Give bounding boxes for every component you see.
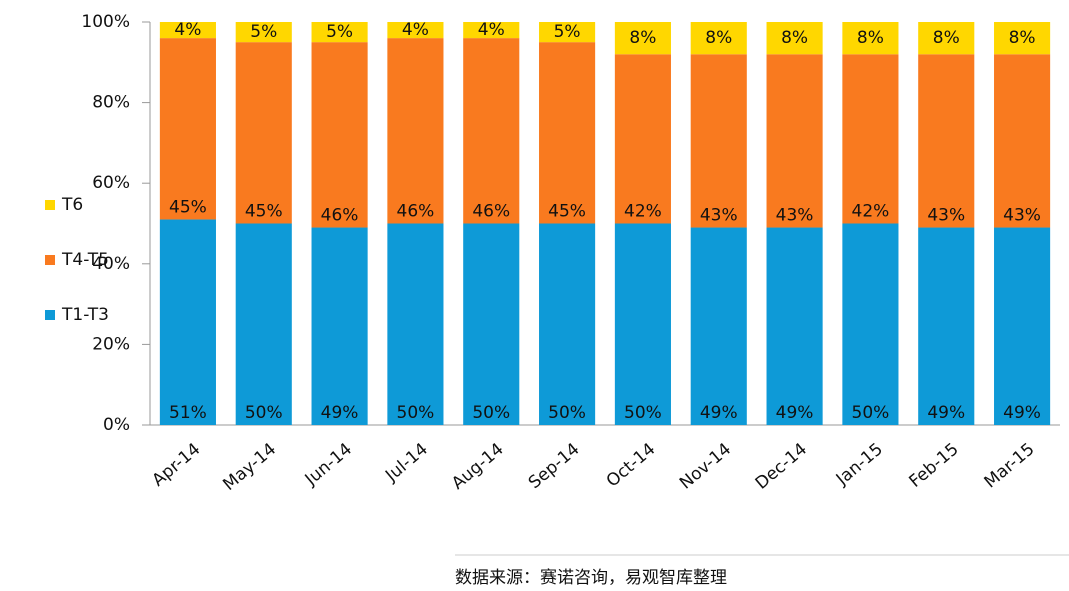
- data-label: 5%: [326, 22, 353, 42]
- data-label: 45%: [245, 202, 283, 222]
- x-tick-label: Apr-14: [149, 439, 205, 490]
- x-tick-label: Nov-14: [676, 439, 735, 493]
- x-tick-label: Dec-14: [752, 439, 811, 493]
- data-label: 8%: [705, 28, 732, 48]
- data-label: 8%: [857, 28, 884, 48]
- bar-segment: [463, 224, 519, 426]
- data-label: 49%: [321, 403, 359, 423]
- source-note: 数据来源：赛诺咨询，易观智库整理: [455, 567, 727, 588]
- data-label: 5%: [250, 22, 277, 42]
- chart: 数据来源：赛诺咨询，易观智库整理 0%20%40%60%80%100%51%45…: [0, 0, 1069, 591]
- legend-label: T6: [61, 195, 83, 215]
- data-label: 43%: [1003, 206, 1041, 226]
- x-tick-label: Feb-15: [905, 439, 962, 492]
- bar-segment: [842, 54, 898, 223]
- bar-segment: [994, 228, 1050, 425]
- x-tick-label: Jul-14: [381, 439, 432, 486]
- data-label: 46%: [397, 202, 435, 222]
- bar-segment: [691, 228, 747, 425]
- data-label: 49%: [1003, 403, 1041, 423]
- data-label: 42%: [852, 202, 890, 222]
- data-label: 50%: [852, 403, 890, 423]
- bar-segment: [615, 54, 671, 223]
- data-label: 5%: [554, 22, 581, 42]
- data-label: 50%: [245, 403, 283, 423]
- bar-segment: [918, 228, 974, 425]
- data-label: 8%: [781, 28, 808, 48]
- data-label: 43%: [700, 206, 738, 226]
- bar-segment: [463, 38, 519, 223]
- data-label: 45%: [548, 202, 586, 222]
- data-label: 50%: [472, 403, 510, 423]
- bar-segment: [539, 42, 595, 223]
- data-label: 51%: [169, 403, 207, 423]
- bar-segment: [160, 38, 216, 219]
- data-label: 4%: [174, 20, 201, 40]
- data-label: 46%: [472, 202, 510, 222]
- x-tick-label: Sep-14: [525, 439, 584, 493]
- data-label: 49%: [700, 403, 738, 423]
- data-label: 43%: [776, 206, 814, 226]
- bar-segment: [539, 224, 595, 426]
- bar-segment: [312, 228, 368, 425]
- legend-label: T1-T3: [61, 305, 109, 325]
- y-tick-label: 80%: [92, 93, 130, 113]
- data-label: 42%: [624, 202, 662, 222]
- legend-swatch: [45, 200, 55, 210]
- page: 数据来源：赛诺咨询，易观智库整理 0%20%40%60%80%100%51%45…: [0, 0, 1069, 591]
- bar-segment: [236, 224, 292, 426]
- bar-segment: [994, 54, 1050, 227]
- data-label: 49%: [927, 403, 965, 423]
- x-tick-label: Jan-15: [832, 439, 887, 490]
- x-tick-label: Jun-14: [301, 439, 356, 490]
- bar-segment: [312, 42, 368, 227]
- data-label: 49%: [776, 403, 814, 423]
- bar-segment: [387, 38, 443, 223]
- legend-label: T4-T5: [61, 250, 109, 270]
- data-label: 45%: [169, 197, 207, 217]
- bar-segment: [918, 54, 974, 227]
- x-tick-label: May-14: [219, 439, 280, 495]
- data-label: 8%: [1009, 28, 1036, 48]
- data-label: 4%: [402, 20, 429, 40]
- data-label: 50%: [624, 403, 662, 423]
- bar-segment: [767, 228, 823, 425]
- bar-segment: [691, 54, 747, 227]
- legend-swatch: [45, 310, 55, 320]
- legend-swatch: [45, 255, 55, 265]
- bar-segment: [160, 219, 216, 425]
- bar-segment: [387, 224, 443, 426]
- bar-segment: [236, 42, 292, 223]
- data-label: 46%: [321, 206, 359, 226]
- data-label: 8%: [933, 28, 960, 48]
- data-label: 43%: [927, 206, 965, 226]
- data-label: 50%: [548, 403, 586, 423]
- x-tick-label: Aug-14: [448, 439, 508, 494]
- y-tick-label: 60%: [92, 173, 130, 193]
- data-label: 8%: [629, 28, 656, 48]
- x-tick-label: Mar-15: [981, 439, 1039, 492]
- bar-segment: [767, 54, 823, 227]
- bar-segment: [615, 224, 671, 426]
- data-label: 4%: [478, 20, 505, 40]
- y-tick-label: 0%: [103, 415, 130, 435]
- y-tick-label: 100%: [81, 12, 130, 32]
- data-label: 50%: [397, 403, 435, 423]
- x-tick-label: Oct-14: [603, 439, 660, 491]
- y-tick-label: 20%: [92, 334, 130, 354]
- bar-segment: [842, 224, 898, 426]
